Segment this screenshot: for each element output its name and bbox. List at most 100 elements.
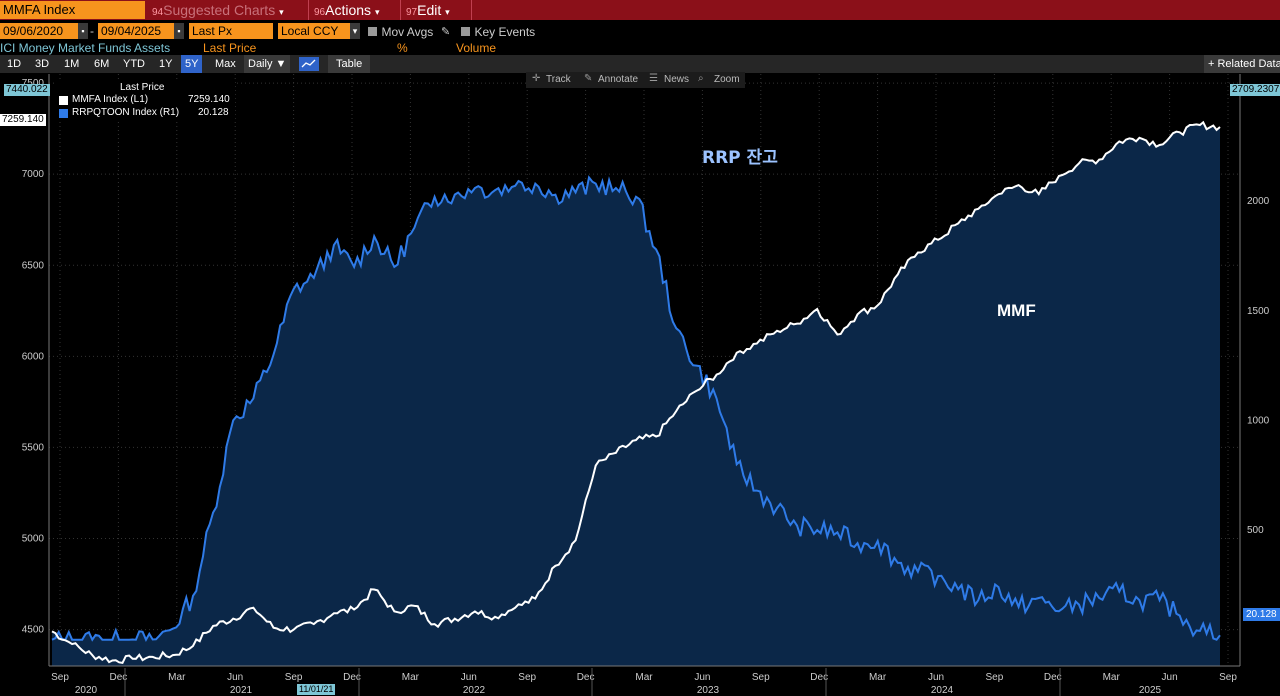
x-axis-year-label: 2025 [1139,685,1162,696]
rrp-current-badge: 20.128 [1243,608,1280,621]
toolbar-divider [400,0,401,20]
period-ytd[interactable]: YTD [123,58,145,70]
x-axis-year-label: 2021 [230,685,253,696]
pencil-icon: ✎ [584,73,593,84]
end-date-field[interactable]: 09/04/2025 [98,23,174,39]
x-axis-month-label: Sep [986,672,1004,683]
period-6m[interactable]: 6M [94,58,110,70]
x-axis: Sep Dec Mar Jun Sep Dec Mar Jun Sep Dec Mar Jun Sep D… [51,668,1237,696]
period-3d[interactable]: 3D [35,58,50,70]
related-data-button[interactable]: + Related Data [1204,55,1280,73]
chart-settings-row: 09/06/2020 ▪ - 09/04/2025 ▪ Last Px Loca… [0,22,1280,40]
right-axis-tick-label: 500 [1247,525,1264,536]
legend-header: Last Price [120,82,165,93]
chart-tools-bar: ✛ Track ✎ Annotate ☰ News ⌕ Zoom [526,72,745,88]
x-axis-year-label: 2024 [931,685,954,696]
chevron-down-icon[interactable]: ▾ [350,23,360,39]
annotate-button[interactable]: Annotate [598,74,639,85]
suggested-charts-label: Suggested Charts [163,2,276,18]
x-axis-month-label: Sep [1219,672,1237,683]
zoom-icon: ⌕ [698,73,704,84]
period-max[interactable]: Max [215,58,236,70]
x-axis-month-label: Dec [577,672,595,683]
period-1y[interactable]: 1Y [159,58,173,70]
key-events-toggle[interactable]: Key Events [461,23,535,41]
right-axis-tick-label: 1500 [1247,306,1270,317]
x-axis-month-label: Mar [869,672,887,683]
x-axis-month-label: Jun [461,672,477,683]
frequency-selector[interactable]: Daily ▼ [244,55,291,73]
x-axis-month-label: Dec [1044,672,1062,683]
calendar-icon[interactable]: ▪ [174,23,184,39]
chart-legend: Last Price MMFA Index (L1) 7259.140 RRPQ… [55,80,235,122]
mmf-legend-value: 7259.140 [188,94,230,105]
left-axis-tick-label: 5500 [22,442,45,453]
right-axis-top-badge: 2709.2307 [1230,84,1280,96]
x-axis-year-label: 2022 [463,685,486,696]
suggested-charts-button[interactable]: 94Suggested Charts ▾ [152,0,284,23]
rrp-legend-value: 20.128 [198,107,229,118]
table-button[interactable]: Table [328,55,371,73]
period-1d[interactable]: 1D [7,58,22,70]
x-axis-month-label: Sep [285,672,303,683]
x-axis-month-label: Mar [635,672,653,683]
period-5y[interactable]: 5Y [181,55,203,73]
actions-label: Actions [325,2,372,18]
left-axis-tick-label: 4500 [22,625,45,636]
left-axis-tick-label: 7000 [22,169,45,180]
actions-button[interactable]: 96Actions ▾ [314,0,379,23]
calendar-icon[interactable]: ▪ [78,23,88,39]
right-axis-tick-label: 1000 [1247,415,1270,426]
top-command-bar: MMFA Index 94Suggested Charts ▾ 96Action… [0,0,1280,20]
x-axis-month-label: Mar [168,672,186,683]
mmf-current-badge: 7259.140 [0,114,46,126]
period-bar: 1D 3D 1M 6M YTD 1Y 5Y Max Daily ▼ Table … [0,55,1280,73]
mmf-legend-swatch [59,96,68,105]
edit-button[interactable]: 97Edit ▾ [406,0,450,23]
x-axis-month-label: Dec [343,672,361,683]
chevron-down-icon: ▼ [275,58,287,70]
toolbar-divider [471,0,472,20]
checkbox-icon [461,27,470,36]
line-chart-icon[interactable] [299,57,319,71]
edit-label: Edit [417,2,442,18]
suggested-charts-number: 94 [152,7,164,18]
x-axis-month-label: Dec [110,672,128,683]
x-axis-month-label: Jun [1162,672,1178,683]
mov-avgs-toggle[interactable]: Mov Avgs [368,23,433,41]
left-axis-tick-label: 6000 [22,351,45,362]
mov-avgs-label: Mov Avgs [381,25,434,39]
x-axis-month-label: Sep [518,672,536,683]
price-chart[interactable]: 4500 5000 5500 6000 6500 7000 7500 500 1000 1500… [0,72,1280,696]
left-axis-top-badge: 7440.022 [4,84,50,96]
zoom-button[interactable]: Zoom [714,74,740,85]
security-field[interactable]: MMFA Index [0,1,145,19]
key-events-label: Key Events [474,25,536,39]
rrp-legend-name: RRPQTOON Index (R1) [72,107,180,118]
left-axis-tick-label: 7500 [22,78,45,89]
left-axis-tick-label: 5000 [22,533,45,544]
track-button[interactable]: Track [546,74,571,85]
crosshair-icon: ✛ [532,73,541,84]
field-selector[interactable]: Last Px [189,23,273,39]
highlight-date-badge: 11/01/21 [297,684,336,695]
toolbar-divider [308,0,309,20]
currency-selector[interactable]: Local CCY [278,23,350,39]
pencil-icon[interactable]: ✎ [441,26,451,38]
start-date-field[interactable]: 09/06/2020 [0,23,78,39]
chevron-down-icon: ▾ [445,7,450,17]
actions-number: 96 [314,7,326,18]
x-axis-month-label: Sep [752,672,770,683]
news-button[interactable]: News [664,74,690,85]
left-axis-tick-label: 6500 [22,260,45,271]
period-1m[interactable]: 1M [64,58,80,70]
checkbox-icon [368,27,377,36]
right-axis: 5001000150020002500 [1247,87,1270,537]
x-axis-month-label: Jun [227,672,243,683]
date-separator: - [90,24,94,38]
right-axis-tick-label: 2000 [1247,196,1270,207]
rrp-area-fill [52,122,1220,667]
line-chart-glyph [301,59,316,68]
volume-label: Volume [456,41,497,55]
x-axis-year-label: 2023 [697,685,720,696]
